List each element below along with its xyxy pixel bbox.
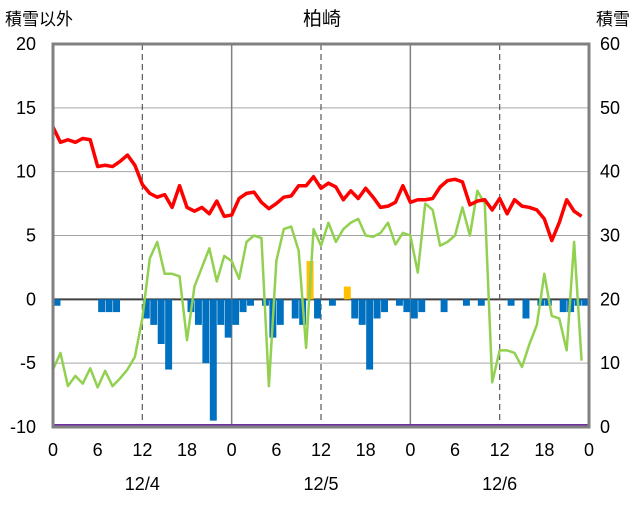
- precip-bar: [343, 286, 351, 300]
- plot-border: [51, 42, 591, 429]
- x-tick-label: 12: [132, 440, 152, 460]
- left-y-tick-label: -10: [10, 417, 36, 437]
- left-y-tick-label: -5: [20, 353, 36, 373]
- x-tick-label: 0: [48, 440, 58, 460]
- left-y-tick-label: 5: [26, 226, 36, 246]
- precip-bar: [217, 299, 225, 325]
- left-y-tick-label: 15: [16, 98, 36, 118]
- precip-bar: [381, 299, 388, 313]
- x-tick-label: 18: [534, 440, 554, 460]
- x-tick-label: 6: [271, 440, 281, 460]
- precip-bar: [142, 299, 150, 319]
- x-tick-label: 12: [311, 440, 331, 460]
- precip-bar: [209, 299, 217, 421]
- precip-bar: [232, 299, 240, 325]
- plot-frame: [51, 42, 591, 429]
- right-axis-label: 積雪: [596, 10, 630, 29]
- chart-title: 柏崎: [303, 8, 341, 30]
- precip-bar: [418, 299, 426, 313]
- precip-bar: [410, 299, 418, 319]
- left-y-tick-label: 20: [16, 34, 36, 54]
- left-y-tick-label: 10: [16, 162, 36, 182]
- x-tick-label: 6: [450, 440, 460, 460]
- precip-bar: [462, 299, 470, 306]
- precip-bar: [157, 299, 165, 345]
- x-tick-label: 0: [405, 440, 415, 460]
- x-date-label: 12/6: [482, 474, 517, 494]
- precip-bar: [328, 299, 336, 306]
- right-y-tick-label: 40: [600, 162, 620, 182]
- right-y-tick-label: 0: [600, 417, 610, 437]
- right-y-tick-label: 50: [600, 98, 620, 118]
- left-y-tick-label: 0: [26, 289, 36, 309]
- precip-bar: [440, 299, 448, 313]
- precip-bar: [403, 299, 411, 313]
- x-tick-label: 6: [93, 440, 103, 460]
- precip-bar: [477, 299, 485, 306]
- precip-bar: [53, 299, 61, 306]
- right-y-tick-label: 20: [600, 289, 620, 309]
- grid-lines: [53, 44, 589, 427]
- precip-bar: [113, 299, 120, 313]
- x-tick-label: 18: [356, 440, 376, 460]
- temperature-line: [51, 126, 583, 243]
- precip-bar: [507, 299, 515, 306]
- precip-bar: [224, 299, 232, 338]
- x-tick-label: 12: [490, 440, 510, 460]
- x-tick-label: 0: [227, 440, 237, 460]
- wind-line: [51, 189, 583, 389]
- right-y-tick-label: 10: [600, 353, 620, 373]
- precip-bar: [351, 299, 359, 319]
- x-date-label: 12/5: [303, 474, 338, 494]
- x-tick-label: 18: [177, 440, 197, 460]
- precip-bar: [395, 299, 403, 306]
- precip-bar: [373, 299, 381, 319]
- precip-bar: [247, 299, 254, 306]
- precip-bar: [98, 299, 106, 313]
- precip-bar: [239, 299, 247, 313]
- precip-bar: [358, 299, 366, 325]
- precip-bar: [314, 299, 321, 319]
- precip-bar: [559, 299, 567, 313]
- precip-bar: [202, 299, 210, 364]
- precip-bar: [291, 299, 299, 319]
- right-y-tick-label: 60: [600, 34, 620, 54]
- precip-bar: [105, 299, 113, 313]
- x-tick-label: 0: [584, 440, 594, 460]
- precip-bar: [522, 299, 530, 319]
- precip-bar: [165, 299, 173, 370]
- precip-bar: [150, 299, 158, 325]
- precip-bar: [276, 299, 284, 325]
- right-y-tick-label: 30: [600, 226, 620, 246]
- precip-bar: [582, 299, 589, 306]
- left-axis-label: 積雪以外: [5, 10, 73, 29]
- precip-bar: [194, 299, 202, 325]
- precip-bar: [366, 299, 374, 370]
- x-date-label: 12/4: [125, 474, 160, 494]
